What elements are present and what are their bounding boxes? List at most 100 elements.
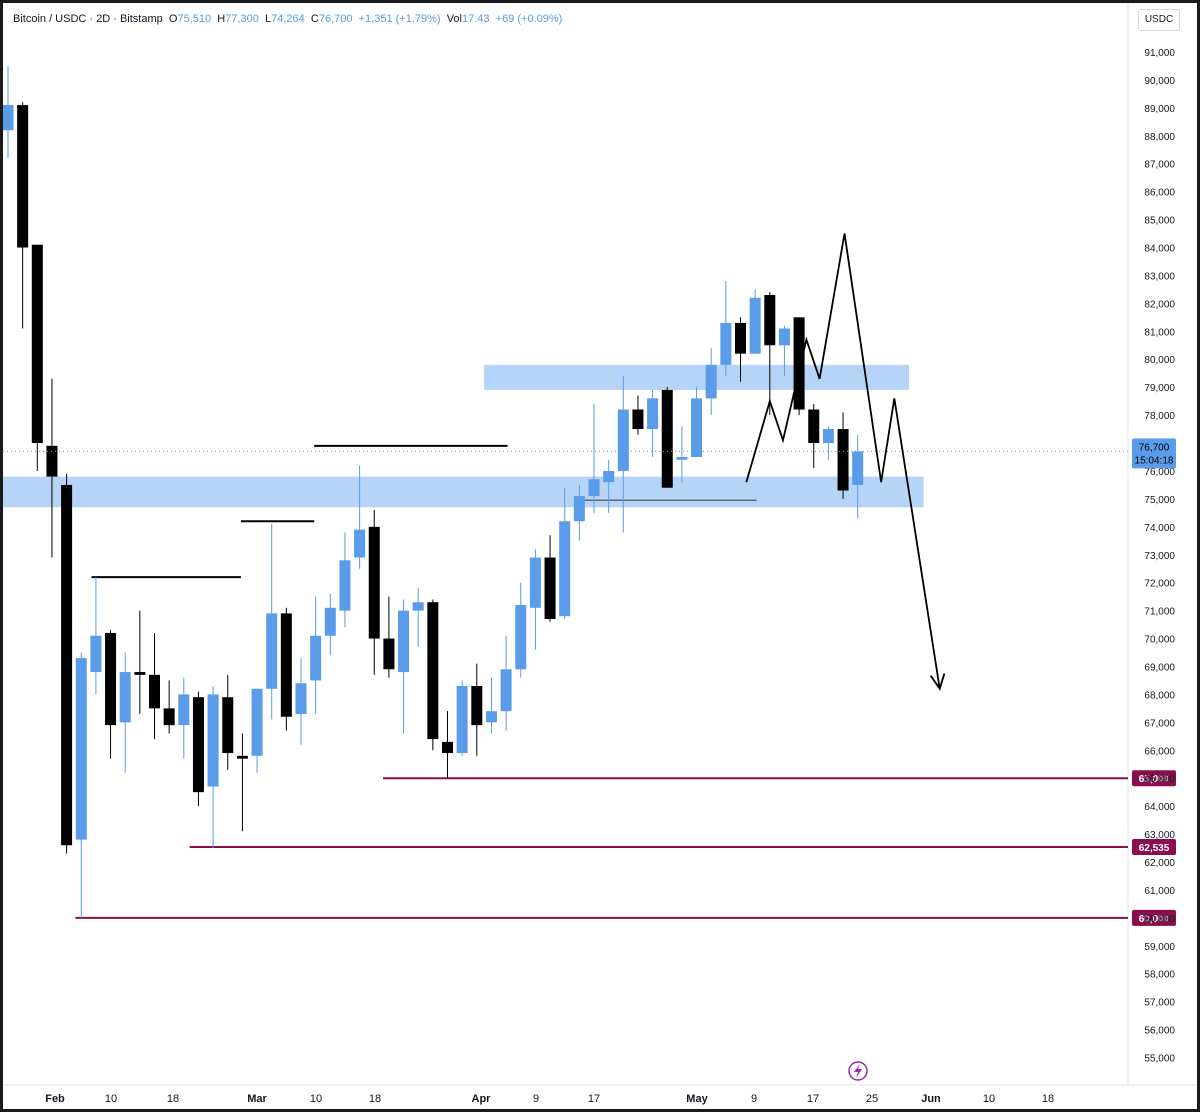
candle-up[interactable] — [705, 364, 717, 399]
candle-down[interactable] — [105, 632, 117, 726]
projection-arrowhead — [929, 673, 946, 691]
price-tick-label: 76,000 — [1144, 467, 1175, 478]
candle-up[interactable] — [485, 711, 497, 723]
time-tick-label: Feb — [45, 1093, 65, 1105]
countdown-label: 15:04:18 — [1135, 455, 1174, 466]
candle-up[interactable] — [75, 658, 87, 840]
price-tick-label: 86,000 — [1144, 188, 1175, 199]
chart-frame: 65,000 62,535 60,000 55,000 56,000 57,000 58,0… — [3, 3, 1197, 1109]
volume-label: Vol — [446, 13, 462, 25]
price-tick-label: 60,000 — [1144, 914, 1175, 925]
candle-down[interactable] — [280, 613, 292, 717]
time-tick-label: 17 — [588, 1093, 600, 1105]
candle-up[interactable] — [295, 683, 307, 714]
symbol-legend: Bitcoin / USDC · 2D · Bitstamp O75,510 H… — [13, 13, 562, 25]
candle-up[interactable] — [207, 694, 219, 787]
volume-value: 17.43 — [461, 13, 490, 25]
price-tick-label: 79,000 — [1144, 383, 1175, 394]
candle-up[interactable] — [398, 610, 410, 673]
candle-up[interactable] — [456, 686, 468, 754]
candle-down[interactable] — [632, 409, 644, 430]
candle-up[interactable] — [852, 451, 864, 485]
candle-down[interactable] — [837, 429, 849, 491]
price-tick-label: 90,000 — [1144, 76, 1175, 87]
time-tick-label: Apr — [472, 1093, 492, 1105]
candle-down[interactable] — [17, 105, 29, 248]
candle-up[interactable] — [251, 688, 263, 756]
candle-up[interactable] — [529, 557, 541, 608]
candle-down[interactable] — [236, 755, 248, 759]
candle-down[interactable] — [222, 697, 234, 754]
candle-up[interactable] — [310, 635, 322, 681]
candle-up[interactable] — [573, 496, 585, 522]
candle-down[interactable] — [163, 708, 175, 726]
lightning-icon-glyph — [854, 1064, 862, 1078]
candle-down[interactable] — [793, 317, 805, 410]
candle-up[interactable] — [559, 521, 571, 617]
candle-down[interactable] — [149, 674, 160, 709]
candle-up[interactable] — [720, 322, 732, 365]
support-price-label-bg — [1132, 770, 1176, 787]
candle-up[interactable] — [588, 479, 600, 497]
candle-down[interactable] — [46, 445, 58, 477]
price-tick-label: 66,000 — [1144, 746, 1175, 757]
price-tick-label: 65,000 — [1144, 774, 1175, 785]
candle-up[interactable] — [90, 635, 102, 673]
candle-up[interactable] — [3, 105, 14, 131]
change-value: +1,351 (+1.79%) — [358, 13, 441, 25]
candle-down[interactable] — [427, 602, 439, 740]
current-price-label: 76,700 — [1139, 442, 1170, 453]
candle-up[interactable] — [324, 607, 336, 636]
candle-up[interactable] — [178, 694, 190, 726]
candle-down[interactable] — [442, 741, 453, 754]
support-price-label-bg — [1132, 909, 1176, 926]
high-value: 77,300 — [225, 13, 259, 25]
candle-up[interactable] — [119, 672, 131, 723]
symbol-title[interactable]: Bitcoin / USDC · 2D · Bitstamp — [13, 13, 163, 25]
candle-up[interactable] — [822, 429, 834, 444]
price-tick-label: 84,000 — [1144, 244, 1175, 255]
supply-demand-zone[interactable] — [3, 476, 924, 508]
candle-down[interactable] — [134, 672, 146, 675]
candle-up[interactable] — [412, 602, 424, 611]
price-tick-label: 62,000 — [1144, 858, 1175, 869]
candle-up[interactable] — [691, 398, 703, 457]
candle-down[interactable] — [808, 409, 820, 444]
candle-up[interactable] — [749, 297, 761, 354]
candle-up[interactable] — [647, 398, 659, 430]
price-tick-label: 56,000 — [1144, 1026, 1175, 1037]
time-tick-label: 18 — [167, 1093, 179, 1105]
projection-path[interactable] — [745, 233, 941, 689]
candle-up[interactable] — [778, 328, 790, 346]
candle-down[interactable] — [31, 244, 43, 444]
candlestick-chart[interactable]: 65,000 62,535 60,000 55,000 56,000 57,000 58,0… — [3, 3, 1197, 1109]
candle-up[interactable] — [354, 529, 366, 558]
price-tick-label: 81,000 — [1144, 327, 1175, 338]
time-tick-label: 10 — [310, 1093, 322, 1105]
candle-up[interactable] — [676, 456, 688, 460]
supply-demand-zone[interactable] — [484, 364, 909, 390]
candle-up[interactable] — [266, 613, 278, 689]
candle-up[interactable] — [617, 409, 629, 471]
candle-down[interactable] — [735, 322, 746, 354]
candle-up[interactable] — [515, 605, 527, 670]
time-tick-label: Jun — [921, 1093, 941, 1105]
candle-up[interactable] — [603, 470, 615, 483]
current-price-label-bg — [1132, 438, 1176, 469]
candle-down[interactable] — [471, 686, 483, 726]
currency-button[interactable]: USDC — [1138, 9, 1180, 31]
candle-down[interactable] — [383, 638, 395, 670]
candle-down[interactable] — [764, 294, 776, 346]
candle-down[interactable] — [61, 484, 73, 846]
price-tick-label: 58,000 — [1144, 970, 1175, 981]
candle-down[interactable] — [661, 389, 673, 488]
candle-down[interactable] — [192, 697, 204, 793]
price-tick-label: 89,000 — [1144, 104, 1175, 115]
time-tick-label: Mar — [247, 1093, 267, 1105]
price-tick-label: 74,000 — [1144, 523, 1175, 534]
candle-up[interactable] — [500, 669, 512, 712]
candle-up[interactable] — [339, 560, 351, 611]
candle-down[interactable] — [544, 557, 556, 619]
price-tick-label: 61,000 — [1144, 886, 1175, 897]
candle-down[interactable] — [368, 526, 380, 639]
